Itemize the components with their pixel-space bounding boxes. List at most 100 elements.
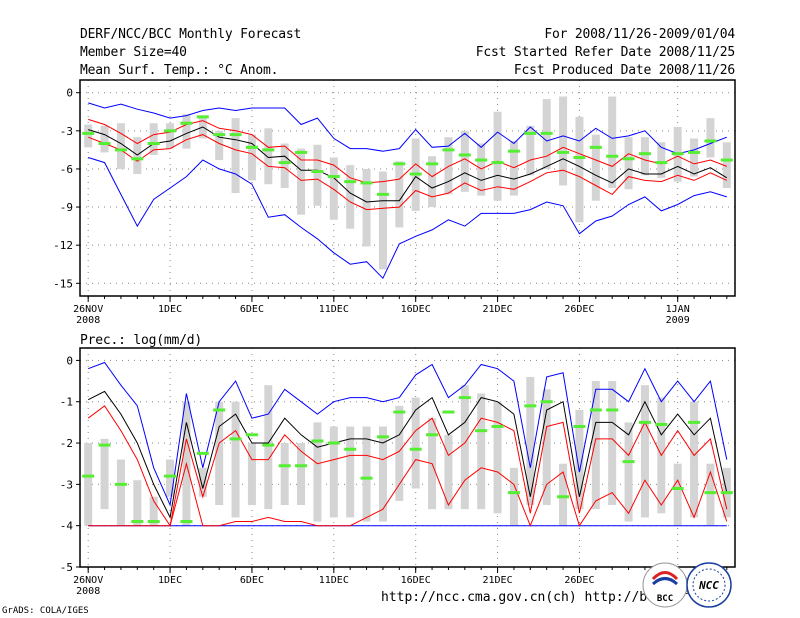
median-marker — [704, 139, 717, 143]
spread-box — [706, 463, 715, 526]
median-marker — [622, 460, 635, 464]
median-marker — [393, 162, 406, 166]
spread-box — [231, 118, 240, 194]
median-marker — [376, 435, 389, 439]
spread-box — [477, 143, 486, 196]
spread-box — [100, 125, 109, 153]
y-tick-label: -15 — [53, 277, 73, 290]
y-tick-label: -3 — [60, 125, 73, 138]
x-tick-label: 26DEC — [564, 575, 594, 586]
spread-box — [706, 118, 715, 158]
spread-box — [690, 138, 699, 177]
spread-box — [182, 114, 191, 149]
spread-box — [411, 397, 420, 489]
spread-box — [395, 405, 404, 501]
median-marker — [458, 396, 471, 400]
spread-box — [166, 123, 175, 149]
median-marker — [245, 145, 258, 149]
member-size: Member Size=40 — [80, 45, 187, 60]
median-marker — [573, 425, 586, 429]
spread-box — [575, 409, 584, 510]
median-marker — [524, 131, 537, 135]
spread-box — [346, 165, 355, 229]
x-tick-year: 2009 — [666, 315, 690, 326]
spread-box — [673, 463, 682, 526]
median-marker — [606, 154, 619, 158]
spread-box — [526, 125, 535, 176]
median-marker — [360, 476, 373, 480]
spread-box — [640, 385, 649, 518]
forecast-title: DERF/NCC/BCC Monthly Forecast — [80, 27, 302, 42]
median-marker — [475, 158, 488, 162]
spread-box — [100, 438, 109, 510]
median-marker — [409, 447, 422, 451]
spread-box — [280, 143, 289, 188]
median-marker — [393, 410, 406, 414]
median-marker — [688, 150, 701, 154]
spread-box — [624, 137, 633, 190]
y-tick-label: 0 — [66, 87, 73, 100]
median-marker — [475, 429, 488, 433]
median-marker — [295, 464, 308, 468]
median-marker — [344, 180, 357, 184]
fcst-produced-date: Fcst Produced Date 2008/11/26 — [513, 63, 735, 78]
median-marker — [589, 145, 602, 149]
x-tick-label: 26NOV — [73, 304, 103, 315]
median-marker — [491, 161, 504, 165]
spread-box — [215, 130, 224, 161]
median-marker — [524, 404, 537, 408]
median-marker — [311, 169, 324, 173]
median-marker — [376, 192, 389, 196]
series-line-mean — [87, 390, 728, 519]
spread-box — [231, 401, 240, 518]
spread-box — [166, 459, 175, 497]
spread-box — [84, 124, 93, 148]
spread-box — [591, 381, 600, 510]
median-marker — [180, 121, 193, 125]
median-marker — [180, 520, 193, 524]
median-marker — [311, 439, 324, 443]
series-line-mean — [88, 126, 728, 203]
median-marker — [262, 148, 275, 152]
spread-box — [395, 161, 404, 228]
spread-box — [297, 148, 306, 215]
spread-box — [444, 137, 453, 195]
median-marker — [704, 491, 717, 495]
footer-url[interactable]: http://ncc.cma.gov.cn(ch) http://bcc.c — [381, 590, 679, 605]
spread-box — [690, 401, 699, 518]
x-tick-label: 1DEC — [158, 304, 182, 315]
spread-box — [591, 134, 600, 201]
median-marker — [164, 129, 177, 133]
x-tick-label: 1JAN — [666, 304, 690, 315]
spread-box — [264, 128, 273, 185]
spread-box — [378, 171, 387, 270]
y-tick-label: -2 — [60, 437, 73, 450]
spread-box — [215, 401, 224, 506]
median-marker — [278, 161, 291, 165]
series-line-q25 — [88, 134, 728, 211]
series-line-q75 — [87, 405, 728, 528]
y-tick-label: -1 — [60, 396, 73, 409]
spread-box — [493, 401, 502, 514]
x-tick-label: 6DEC — [240, 575, 264, 586]
series-line-min — [88, 157, 727, 280]
median-marker — [213, 408, 226, 412]
median-marker — [360, 181, 373, 185]
spread-box — [329, 157, 338, 220]
median-marker — [507, 491, 520, 495]
x-tick-year: 2008 — [76, 586, 100, 597]
median-marker — [671, 152, 684, 156]
median-marker — [557, 150, 570, 154]
spread-box — [509, 140, 518, 196]
x-tick-label: 11DEC — [319, 575, 349, 586]
ncc-logo-text: NCC — [698, 579, 719, 592]
spread-box — [428, 156, 437, 208]
spread-box — [198, 467, 207, 497]
median-marker — [540, 400, 553, 404]
median-marker — [114, 482, 127, 486]
forecast-period: For 2008/11/26-2009/01/04 — [544, 27, 735, 42]
spread-box — [640, 137, 649, 176]
spread-box — [247, 443, 256, 506]
